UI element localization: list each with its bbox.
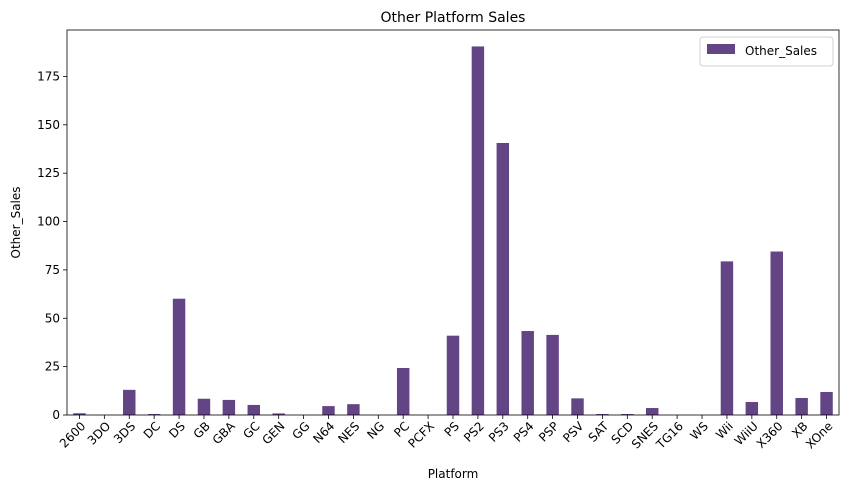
bar-PSP bbox=[546, 334, 559, 415]
x-tick-label: GBA bbox=[210, 418, 239, 447]
x-tick-label: 3DS bbox=[111, 419, 138, 446]
plot-frame bbox=[66, 29, 840, 416]
bar-PS2 bbox=[471, 46, 485, 415]
x-tick-label: SAT bbox=[586, 419, 612, 445]
bar-PSV bbox=[571, 398, 584, 415]
bar-XOne bbox=[820, 391, 833, 415]
bar-3DS bbox=[123, 389, 136, 415]
bar-GEN bbox=[272, 413, 285, 415]
x-tick-label: N64 bbox=[310, 419, 337, 446]
bar-PS4 bbox=[521, 331, 534, 415]
x-tick-label: NES bbox=[335, 419, 362, 446]
legend-label: Other_Sales bbox=[745, 44, 817, 58]
y-axis: 0 25 50 75 100 125 150 175 bbox=[37, 69, 67, 422]
y-tick-label: 150 bbox=[37, 118, 60, 132]
x-tick-label: PSV bbox=[560, 418, 587, 445]
x-tick-label: PS3 bbox=[486, 419, 512, 445]
bar-GC bbox=[247, 404, 260, 415]
bar-SCD bbox=[621, 414, 634, 415]
bar-SNES bbox=[646, 408, 659, 415]
y-tick-label: 75 bbox=[45, 263, 60, 277]
x-tick-label: DC bbox=[141, 419, 163, 441]
x-tick-label: X360 bbox=[754, 419, 786, 451]
y-tick-label: 100 bbox=[37, 215, 60, 229]
y-tick-label: 25 bbox=[45, 360, 60, 374]
bar-WiiU bbox=[745, 402, 759, 415]
bar-GBA bbox=[222, 399, 236, 415]
y-tick-label: 0 bbox=[52, 408, 60, 422]
x-axis-label: Platform bbox=[428, 467, 479, 481]
bar-SAT bbox=[596, 414, 609, 415]
y-tick-label: 125 bbox=[37, 166, 60, 180]
x-tick-label: NG bbox=[364, 419, 387, 442]
bar-2600 bbox=[73, 413, 86, 415]
x-tick-label: PCFX bbox=[405, 419, 437, 451]
x-tick-label: GG bbox=[289, 419, 312, 442]
x-tick-label: WS bbox=[687, 419, 711, 443]
x-tick-label: PS2 bbox=[461, 419, 487, 445]
x-tick-label: 2600 bbox=[57, 419, 88, 450]
legend: Other_Sales bbox=[699, 36, 834, 67]
x-tick-label: TG16 bbox=[653, 419, 686, 452]
bar-N64 bbox=[322, 406, 335, 415]
bar-XB bbox=[795, 397, 808, 415]
bar-PC bbox=[396, 367, 410, 415]
y-tick-label: 175 bbox=[37, 69, 60, 83]
bars-group bbox=[73, 46, 833, 415]
x-tick-label: DS bbox=[166, 419, 188, 441]
x-tick-label: PSP bbox=[536, 419, 562, 445]
bar-PS3 bbox=[496, 142, 510, 415]
bar-DS bbox=[172, 298, 186, 415]
chart-title: Other Platform Sales bbox=[381, 10, 526, 26]
bar-GB bbox=[197, 398, 211, 415]
x-tick-label: GEN bbox=[259, 419, 287, 447]
x-tick-label: PS4 bbox=[511, 419, 537, 445]
bar-NES bbox=[347, 404, 360, 415]
legend-swatch bbox=[707, 44, 735, 54]
bar-DC bbox=[147, 414, 161, 415]
bar-Wii bbox=[720, 261, 734, 415]
bar-PS bbox=[446, 335, 460, 415]
bar-X360 bbox=[770, 251, 783, 415]
y-tick-label: 50 bbox=[45, 311, 60, 325]
x-tick-label: 3DO bbox=[85, 419, 114, 448]
x-tick-label: PS bbox=[442, 419, 462, 439]
y-axis-label: Other_Sales bbox=[9, 186, 23, 258]
x-tick-label: SNES bbox=[629, 419, 661, 451]
x-tick-label: XOne bbox=[803, 419, 835, 451]
